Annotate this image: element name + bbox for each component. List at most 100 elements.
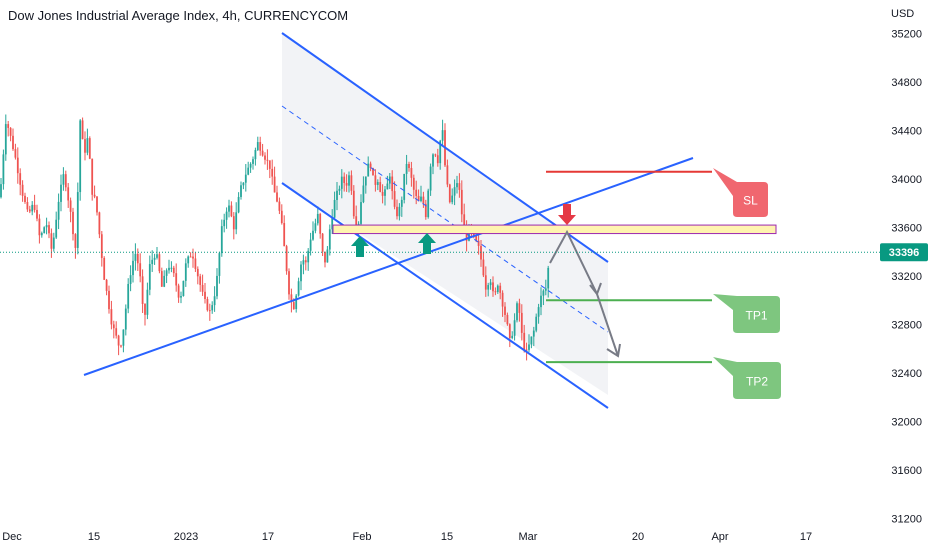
candle xyxy=(108,290,110,310)
candle xyxy=(93,194,96,197)
candle xyxy=(16,157,19,174)
candle xyxy=(57,201,60,220)
candle xyxy=(458,183,461,190)
candle xyxy=(369,163,372,168)
candle xyxy=(292,302,295,309)
candle xyxy=(300,264,302,282)
y-tick-label: 34400 xyxy=(891,126,922,138)
candle xyxy=(487,285,490,290)
candle xyxy=(499,285,502,293)
x-tick-label: 15 xyxy=(88,531,100,543)
candle xyxy=(0,184,2,198)
candle xyxy=(343,176,346,183)
candle xyxy=(129,275,132,284)
tp1-callout-bubble xyxy=(713,294,780,333)
candle xyxy=(153,257,156,260)
candle xyxy=(384,189,386,196)
candle xyxy=(540,295,542,308)
candle xyxy=(391,176,394,192)
candle xyxy=(204,291,206,300)
candle xyxy=(532,330,535,337)
candle xyxy=(31,204,34,212)
candle xyxy=(196,268,199,277)
candle xyxy=(511,335,514,339)
candle xyxy=(439,140,442,164)
candle xyxy=(60,184,62,202)
candle xyxy=(544,288,547,291)
candle xyxy=(14,149,17,158)
candle xyxy=(331,217,334,230)
tp2-callout: TP2 xyxy=(713,357,781,399)
candle xyxy=(312,230,314,240)
candle xyxy=(451,195,454,203)
candle xyxy=(528,344,530,350)
candle xyxy=(477,240,480,246)
candle xyxy=(321,233,324,252)
candle xyxy=(4,124,7,155)
y-tick-label: 35200 xyxy=(891,29,922,41)
candle xyxy=(105,279,108,291)
candle xyxy=(482,259,485,276)
candle xyxy=(307,250,310,263)
candle xyxy=(158,254,161,272)
candle xyxy=(110,309,113,325)
candle xyxy=(86,138,89,153)
candle xyxy=(206,299,209,311)
candle xyxy=(302,260,305,265)
candle xyxy=(492,282,494,292)
chart-title: Dow Jones Industrial Average Index, 4h, … xyxy=(8,8,349,23)
x-tick-label: 17 xyxy=(262,531,274,543)
candle xyxy=(501,292,504,307)
candle xyxy=(98,212,101,235)
candle xyxy=(76,192,79,248)
candle xyxy=(379,182,382,192)
candle xyxy=(88,138,91,159)
candle xyxy=(489,282,492,286)
candle xyxy=(91,158,94,195)
candle xyxy=(350,175,353,191)
candle xyxy=(84,139,86,153)
candle xyxy=(52,237,55,249)
candle xyxy=(336,190,338,200)
candle xyxy=(396,206,398,217)
candle xyxy=(316,213,319,224)
candle xyxy=(446,165,449,185)
candle xyxy=(513,320,516,336)
candle xyxy=(146,289,149,315)
candle xyxy=(314,223,317,231)
candle xyxy=(381,191,384,196)
candle xyxy=(460,189,463,215)
candle xyxy=(266,159,269,161)
candle xyxy=(535,316,538,331)
candle xyxy=(412,177,415,190)
channel-upper-line xyxy=(281,32,609,263)
candle xyxy=(120,345,122,347)
candle xyxy=(40,233,43,236)
tp2-callout-text: TP2 xyxy=(746,375,768,389)
candle xyxy=(55,219,58,238)
candle xyxy=(360,202,362,224)
tp1-callout: TP1 xyxy=(713,294,780,333)
tp2-callout-bubble xyxy=(713,357,781,399)
candle xyxy=(436,155,439,164)
candle xyxy=(165,270,168,276)
candle xyxy=(400,199,403,207)
candle xyxy=(542,290,545,296)
candle xyxy=(386,183,389,190)
candle xyxy=(48,225,50,234)
x-tick-label: 2023 xyxy=(174,531,198,543)
candle xyxy=(484,275,487,290)
candle xyxy=(496,285,499,292)
candle xyxy=(410,168,413,178)
candle xyxy=(504,306,506,315)
buy-arrow-icon xyxy=(418,233,436,254)
candle xyxy=(393,191,396,207)
candle xyxy=(237,196,240,213)
candle xyxy=(345,182,348,186)
candle xyxy=(434,154,437,156)
candle xyxy=(225,211,228,220)
candle xyxy=(362,185,365,203)
candle xyxy=(175,273,178,286)
